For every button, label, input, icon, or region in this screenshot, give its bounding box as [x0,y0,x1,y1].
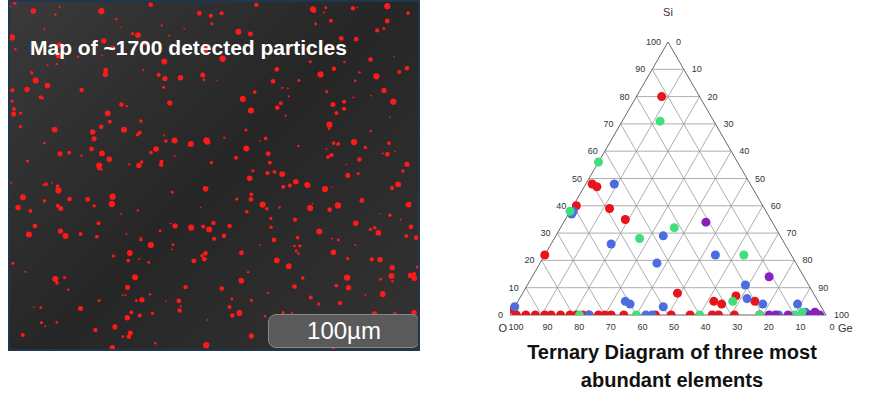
svg-text:70: 70 [787,228,797,238]
svg-text:20: 20 [525,255,535,265]
html-text:Map of ~1700 detected particle: Map of ~1700 detected particles [30,36,347,59]
svg-text:60: 60 [588,146,598,156]
svg-text:20: 20 [708,92,718,102]
svg-text:60: 60 [637,322,647,332]
svg-text:100: 100 [646,37,661,47]
svg-text:Ge: Ge [838,322,853,334]
svg-text:80: 80 [619,92,629,102]
svg-text:10: 10 [692,64,702,74]
svg-text:50: 50 [669,322,679,332]
svg-text:70: 70 [604,119,614,129]
html-text:100µm: 100µm [307,317,381,344]
svg-text:40: 40 [556,201,566,211]
svg-text:10: 10 [795,322,805,332]
svg-text:10: 10 [509,283,519,293]
svg-text:O: O [498,322,507,334]
svg-text:90: 90 [818,283,828,293]
svg-text:0: 0 [498,310,503,320]
svg-text:100: 100 [508,322,523,332]
html-text:Ternary Diagram of three most: Ternary Diagram of three most abundant e… [527,341,817,391]
svg-text:90: 90 [543,322,553,332]
svg-text:50: 50 [572,174,582,184]
svg-text:20: 20 [764,322,774,332]
svg-text:40: 40 [701,322,711,332]
svg-text:70: 70 [606,322,616,332]
svg-text:0: 0 [676,37,681,47]
svg-text:50: 50 [755,174,765,184]
svg-text:0: 0 [829,322,834,332]
svg-text:30: 30 [732,322,742,332]
svg-text:90: 90 [635,64,645,74]
svg-text:80: 80 [574,322,584,332]
svg-text:40: 40 [739,146,749,156]
svg-text:80: 80 [802,255,812,265]
svg-text:30: 30 [723,119,733,129]
svg-text:100: 100 [834,310,849,320]
svg-text:Si: Si [663,6,673,18]
svg-text:60: 60 [771,201,781,211]
svg-text:30: 30 [540,228,550,238]
